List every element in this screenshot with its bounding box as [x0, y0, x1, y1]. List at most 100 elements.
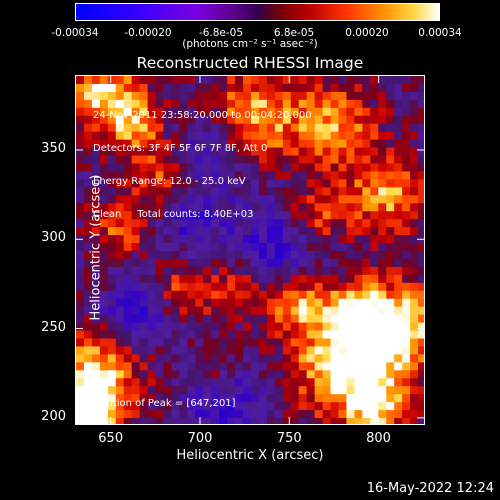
- heatmap-cell: [107, 219, 117, 228]
- heatmap-cell: [386, 418, 395, 424]
- heatmap-cell: [243, 171, 252, 180]
- heatmap-cell: [370, 282, 379, 292]
- heatmap-cell: [99, 330, 109, 340]
- heatmap-cell: [147, 91, 157, 101]
- heatmap-cell: [147, 306, 157, 316]
- heatmap-cell: [163, 298, 173, 308]
- heatmap-cell: [219, 266, 228, 276]
- heatmap-cell: [235, 290, 244, 300]
- heatmap-cell: [211, 298, 220, 308]
- heatmap-cell: [370, 211, 379, 220]
- heatmap-cell: [266, 235, 276, 244]
- heatmap-cell: [338, 179, 348, 188]
- heatmap-cell: [163, 115, 173, 125]
- heatmap-cell: [298, 195, 308, 204]
- heatmap-cell: [338, 386, 348, 395]
- heatmap-cell: [251, 179, 260, 188]
- heatmap-cell: [195, 139, 204, 149]
- heatmap-cell: [274, 123, 284, 133]
- heatmap-cell: [203, 123, 212, 133]
- heatmap-cell: [211, 139, 220, 149]
- heatmap-cell: [258, 378, 268, 387]
- heatmap-cell: [251, 211, 260, 220]
- footer-timestamp: 16-May-2022 12:24: [366, 481, 494, 496]
- heatmap-cell: [187, 179, 196, 188]
- heatmap-cell: [282, 306, 292, 316]
- heatmap-cell: [370, 139, 379, 149]
- heatmap-cell: [251, 251, 260, 260]
- heatmap-cell: [155, 171, 165, 180]
- heatmap-cell: [346, 91, 355, 101]
- heatmap-cell: [171, 147, 180, 157]
- heatmap-cell: [402, 354, 411, 363]
- heatmap-cell: [298, 163, 308, 173]
- heatmap-cell: [163, 282, 173, 292]
- heatmap-cell: [386, 274, 395, 284]
- heatmap-cell: [227, 394, 236, 403]
- heatmap-cell: [76, 243, 85, 252]
- heatmap-cell: [410, 354, 419, 363]
- heatmap-cell: [274, 258, 284, 268]
- heatmap-cell: [131, 115, 141, 125]
- heatmap-cell: [107, 147, 117, 157]
- heatmap-cell: [251, 155, 260, 165]
- heatmap-cell: [274, 410, 284, 419]
- heatmap-cell: [386, 107, 395, 117]
- heatmap-cell: [83, 274, 93, 284]
- heatmap-cell: [274, 179, 284, 188]
- heatmap-cell: [219, 354, 228, 363]
- heatmap-cell: [131, 394, 141, 403]
- heatmap-cell: [147, 378, 157, 387]
- heatmap-cell: [211, 378, 220, 387]
- heatmap-cell: [107, 378, 117, 387]
- heatmap-cell: [219, 418, 228, 424]
- heatmap-cell: [402, 346, 411, 355]
- heatmap-cell: [155, 131, 165, 141]
- heatmap-cell: [195, 251, 204, 260]
- heatmap-cell: [394, 418, 403, 424]
- heatmap-cell: [179, 235, 188, 244]
- heatmap-cell: [258, 171, 268, 180]
- heatmap-cell: [123, 354, 133, 363]
- heatmap-cell: [354, 219, 363, 228]
- heatmap-cell: [211, 219, 220, 228]
- heatmap-cell: [258, 203, 268, 212]
- heatmap-cell: [195, 338, 204, 348]
- heatmap-cell: [298, 219, 308, 228]
- heatmap-cell: [410, 211, 419, 220]
- heatmap-cell: [187, 203, 196, 212]
- heatmap-cell: [402, 76, 411, 85]
- heatmap-cell: [123, 362, 133, 371]
- heatmap-cell: [346, 171, 355, 180]
- heatmap-cell: [346, 314, 355, 324]
- heatmap-cell: [187, 370, 196, 379]
- heatmap-cell: [251, 99, 260, 109]
- heatmap-cell: [179, 346, 188, 355]
- heatmap-cell: [402, 163, 411, 173]
- heatmap-cell: [362, 338, 371, 348]
- heatmap-cell: [107, 402, 117, 411]
- heatmap-cell: [306, 258, 316, 268]
- heatmap-cell: [147, 235, 157, 244]
- heatmap-cell: [290, 91, 300, 101]
- heatmap-cell: [314, 107, 324, 117]
- heatmap-cell: [83, 298, 93, 308]
- heatmap-cell: [91, 243, 101, 252]
- heatmap-cell: [187, 211, 196, 220]
- heatmap-cell: [115, 83, 125, 93]
- heatmap-cell: [282, 76, 292, 85]
- heatmap-cell: [187, 187, 196, 196]
- heatmap-cell: [394, 282, 403, 292]
- heatmap-cell: [147, 83, 157, 93]
- heatmap-cell: [338, 418, 348, 424]
- heatmap-cell: [378, 187, 387, 196]
- heatmap-cell: [370, 386, 379, 395]
- heatmap-cell: [163, 91, 173, 101]
- heatmap-cell: [187, 243, 196, 252]
- heatmap-cell: [266, 378, 276, 387]
- heatmap-cell: [362, 274, 371, 284]
- heatmap-cell: [203, 203, 212, 212]
- heatmap-cell: [195, 155, 204, 165]
- heatmap-cell: [251, 123, 260, 133]
- heatmap-cell: [298, 258, 308, 268]
